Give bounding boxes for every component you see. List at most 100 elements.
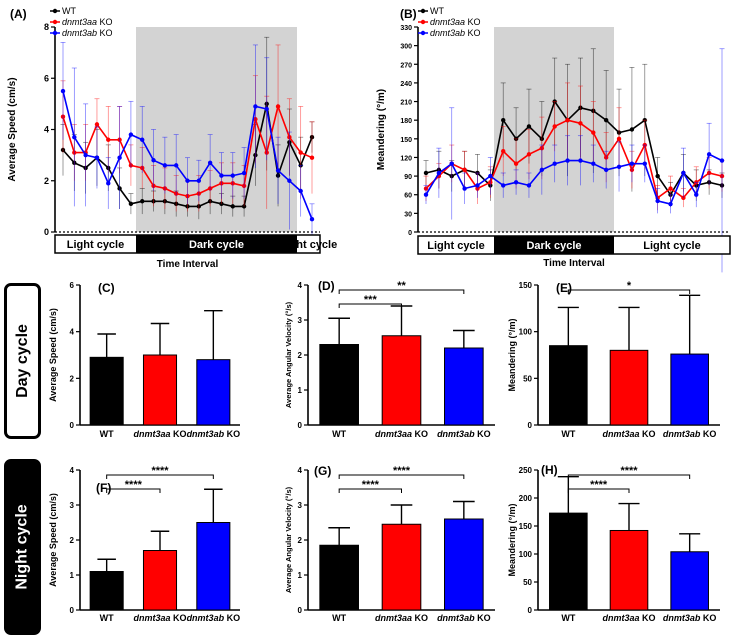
panel-label: (F) — [96, 481, 111, 495]
data-point — [694, 192, 699, 197]
data-point — [298, 150, 303, 155]
data-point — [526, 152, 532, 157]
significance-bracket — [338, 303, 402, 308]
y-tick-label: 1 — [298, 386, 303, 395]
data-point — [591, 130, 596, 135]
night-cycle-label: Night cycle — [13, 504, 31, 590]
bar-2 — [196, 359, 231, 426]
legend-marker — [420, 8, 426, 14]
y-tick-label: 150 — [519, 281, 533, 290]
data-point — [196, 178, 202, 183]
panel-label: (A) — [10, 7, 27, 21]
data-point — [501, 117, 506, 123]
significance-label: * — [627, 280, 632, 292]
panel-label: (B) — [400, 7, 417, 21]
y-tick-label: 2 — [298, 536, 303, 545]
category-label: dnmt3aa KO — [602, 429, 655, 439]
y-axis-label: Average Angular Velocity (°/s) — [284, 486, 293, 593]
y-tick-label: 180 — [400, 118, 412, 125]
data-point — [185, 178, 190, 183]
data-point — [655, 173, 660, 179]
category-label: dnmt3ab KO — [187, 613, 241, 623]
category-label: WT — [100, 429, 114, 439]
y-tick-label: 100 — [519, 550, 533, 559]
y-tick-label: 250 — [519, 466, 533, 475]
bar-chart-3: 0 1 2 3 4 Average Speed (cm/s) **** **** (F) — [48, 465, 240, 615]
data-point — [275, 104, 281, 109]
bar-1 — [381, 335, 422, 426]
day-cycle-box: Day cycle — [4, 283, 41, 439]
light-cycle-label: Light cycle — [643, 240, 700, 252]
y-tick-label: 30 — [404, 211, 412, 218]
y-tick-label: 4 — [70, 328, 75, 337]
y-axis-label: Average Speed (cm/s) — [48, 493, 58, 587]
x-axis-label: Time Interval — [157, 259, 219, 270]
data-point — [219, 173, 224, 178]
data-point — [230, 173, 235, 178]
legend-entry: dnmt3aa KO — [62, 17, 113, 27]
significance-label: ** — [397, 280, 406, 292]
data-point — [616, 164, 622, 169]
bar-2 — [670, 551, 709, 611]
y-tick-label: 200 — [519, 494, 533, 503]
data-point — [173, 163, 179, 168]
dark-cycle-label: Dark cycle — [526, 240, 581, 252]
data-point — [128, 201, 134, 207]
legend-entry: WT — [62, 6, 76, 16]
y-tick-label: 0 — [528, 606, 533, 615]
data-point — [668, 186, 673, 191]
category-label: dnmt3aa KO — [375, 613, 428, 623]
y-tick-label: 4 — [44, 125, 49, 135]
data-point — [423, 192, 429, 197]
bar-chart-5: 0 50 100 150 200 250 Meandering (°/m) **** **** (… — [507, 463, 720, 615]
category-label: dnmt3aa KO — [375, 429, 428, 439]
legend-marker — [420, 19, 426, 25]
data-point — [488, 173, 493, 179]
data-point — [253, 104, 258, 109]
panel-label: (G) — [314, 464, 331, 478]
y-tick-label: 2 — [70, 536, 75, 545]
y-axis-label: Meandering (°/m) — [507, 503, 517, 576]
data-point — [264, 106, 269, 112]
data-point — [128, 132, 134, 137]
y-tick-label: 90 — [404, 174, 412, 181]
data-point — [106, 181, 111, 186]
significance-label: **** — [362, 479, 380, 491]
data-point — [309, 155, 315, 160]
data-point — [501, 183, 506, 188]
bar-1 — [609, 349, 649, 426]
data-point — [668, 201, 673, 207]
bar-2 — [444, 518, 484, 611]
data-point — [72, 134, 77, 140]
panel-label: (D) — [318, 279, 335, 293]
legend-entry: dnmt3aa KO — [430, 17, 481, 27]
y-tick-label: 0 — [298, 421, 303, 430]
y-tick-label: 0 — [408, 230, 412, 237]
significance-bracket — [338, 488, 402, 493]
y-tick-label: 4 — [70, 466, 75, 475]
data-point — [616, 136, 622, 142]
y-tick-label: 0 — [70, 606, 75, 615]
y-tick-label: 0 — [298, 606, 303, 615]
significance-label: **** — [620, 465, 638, 477]
data-point — [578, 158, 583, 163]
y-tick-label: 6 — [70, 281, 75, 290]
significance-label: *** — [364, 294, 378, 306]
dark-period-shade — [494, 27, 614, 232]
category-label: WT — [332, 613, 346, 623]
data-point — [513, 180, 519, 185]
y-tick-label: 60 — [404, 193, 412, 200]
data-point — [207, 160, 213, 166]
y-axis-label: Average Angular Velocity (°/s) — [284, 301, 293, 408]
bar-0 — [89, 356, 124, 426]
dark-cycle-segment — [494, 236, 614, 254]
y-tick-label: 50 — [523, 374, 532, 383]
data-point — [94, 155, 100, 160]
category-label: WT — [561, 613, 575, 623]
data-point — [526, 124, 532, 129]
legend-marker — [52, 19, 58, 25]
y-axis-label: Meandering (°/m) — [507, 318, 517, 391]
data-point — [275, 168, 281, 173]
